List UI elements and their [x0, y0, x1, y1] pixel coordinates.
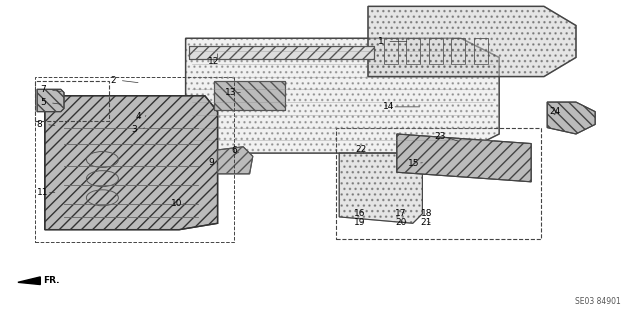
Bar: [384, 38, 398, 64]
Polygon shape: [189, 46, 374, 59]
Text: 2: 2: [110, 76, 116, 85]
Text: 5: 5: [40, 98, 46, 107]
Text: 3: 3: [131, 125, 137, 134]
Polygon shape: [218, 147, 253, 174]
Text: 21: 21: [420, 218, 432, 227]
Polygon shape: [37, 89, 64, 112]
Polygon shape: [397, 134, 531, 182]
Text: SE03 84901: SE03 84901: [575, 297, 621, 306]
Text: 19: 19: [354, 218, 365, 227]
Text: FR.: FR.: [43, 276, 60, 285]
Text: 4: 4: [136, 112, 141, 121]
Polygon shape: [214, 81, 285, 110]
Text: 14: 14: [383, 102, 394, 111]
Text: 11: 11: [37, 189, 49, 197]
Text: 9: 9: [208, 158, 214, 167]
Text: 10: 10: [171, 199, 182, 208]
Text: 23: 23: [434, 132, 445, 141]
Text: 13: 13: [225, 88, 237, 97]
Text: 12: 12: [208, 57, 220, 66]
Bar: [406, 38, 420, 64]
Text: 18: 18: [420, 209, 432, 218]
Text: 16: 16: [354, 209, 365, 218]
Text: 20: 20: [395, 218, 406, 227]
Bar: [35, 81, 109, 121]
Polygon shape: [547, 102, 595, 134]
Text: 24: 24: [549, 107, 561, 116]
Bar: [429, 38, 443, 64]
Polygon shape: [186, 38, 499, 153]
Bar: [336, 128, 541, 239]
Bar: [35, 77, 234, 242]
Text: 1: 1: [378, 37, 383, 46]
Text: 22: 22: [355, 145, 367, 154]
Text: 8: 8: [36, 120, 42, 129]
Bar: [474, 38, 488, 64]
Polygon shape: [339, 153, 422, 223]
Polygon shape: [18, 277, 40, 285]
Text: 17: 17: [395, 209, 406, 218]
Polygon shape: [45, 96, 218, 230]
Polygon shape: [368, 6, 576, 77]
Text: 6: 6: [232, 146, 237, 155]
Text: 7: 7: [40, 85, 46, 94]
Text: 15: 15: [408, 159, 420, 168]
Bar: [451, 38, 465, 64]
